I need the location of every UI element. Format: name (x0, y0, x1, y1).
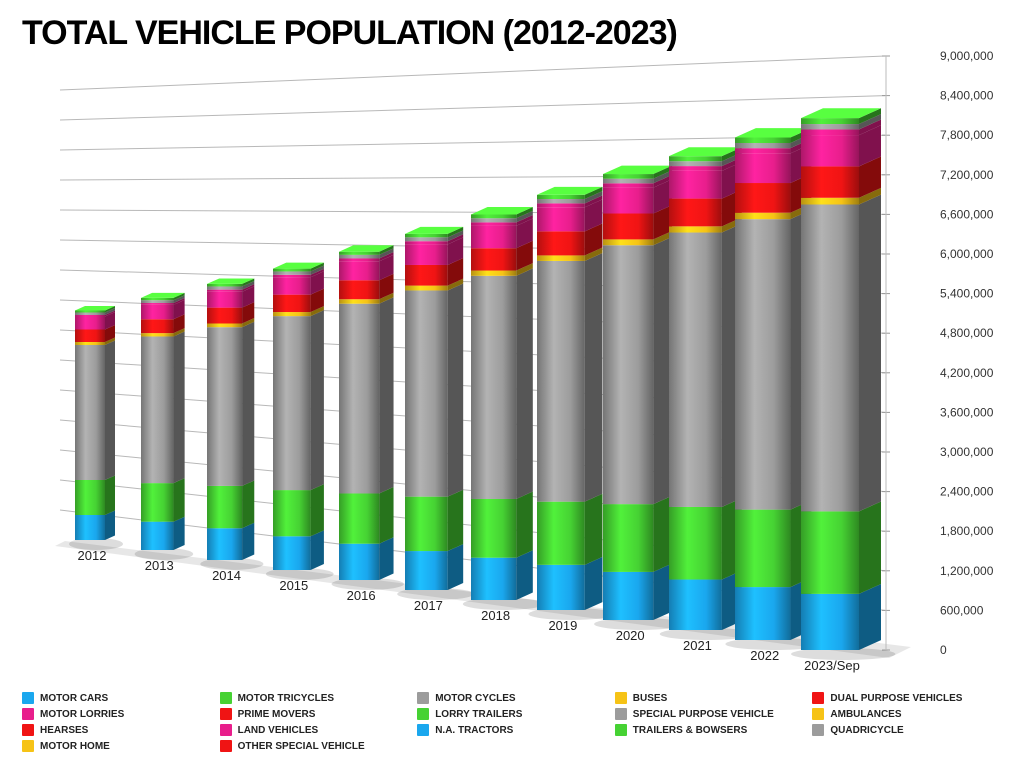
legend-label: HEARSES (40, 725, 88, 736)
legend-swatch (220, 724, 232, 736)
y-tick-label: 7,200,000 (940, 168, 994, 182)
category-label: 2014 (212, 568, 241, 583)
legend-label: BUSES (633, 693, 667, 704)
bar-2018 (463, 207, 544, 610)
chart-svg: 0 600,000 1,200,000 1,800,000 2,400,000 3,000… (0, 0, 1024, 766)
legend-item: BUSES (615, 692, 805, 704)
legend-swatch (417, 724, 429, 736)
legend-item: TRAILERS & BOWSERS (615, 724, 805, 736)
legend-swatch (812, 724, 824, 736)
legend-label: SPECIAL PURPOSE VEHICLE (633, 709, 774, 720)
legend-label: DUAL PURPOSE VEHICLES (830, 693, 962, 704)
legend-swatch (615, 692, 627, 704)
y-tick-label: 1,800,000 (940, 524, 994, 538)
legend-swatch (220, 740, 232, 752)
legend-item: MOTOR CARS (22, 692, 212, 704)
legend-swatch (22, 708, 34, 720)
legend-swatch (812, 692, 824, 704)
legend-label: PRIME MOVERS (238, 709, 316, 720)
y-tick-label: 0 (940, 643, 947, 657)
bar-2014 (200, 278, 263, 570)
y-tick-label: 4,800,000 (940, 326, 994, 340)
legend-label: MOTOR CARS (40, 693, 108, 704)
y-tick-label: 2,400,000 (940, 485, 994, 499)
category-label: 2015 (279, 578, 308, 593)
bar-2023/Sep (791, 108, 895, 660)
legend-item: PRIME MOVERS (220, 708, 410, 720)
legend-label: MOTOR TRICYCLES (238, 693, 334, 704)
legend-swatch (22, 724, 34, 736)
bar-2013 (135, 293, 194, 560)
legend-swatch (417, 692, 429, 704)
legend-swatch (220, 692, 232, 704)
legend: MOTOR CARS MOTOR TRICYCLES MOTOR CYCLES BUS… (22, 692, 1002, 752)
legend-swatch (22, 740, 34, 752)
y-tick-label: 3,600,000 (940, 405, 994, 419)
category-label: 2020 (616, 628, 645, 643)
bar-2012 (69, 306, 123, 550)
bar-2015 (266, 263, 334, 580)
legend-item: MOTOR TRICYCLES (220, 692, 410, 704)
y-tick-label: 600,000 (940, 603, 984, 617)
category-label: 2018 (481, 608, 510, 623)
legend-item: MOTOR HOME (22, 740, 212, 752)
y-tick-label: 4,200,000 (940, 366, 994, 380)
legend-swatch (812, 708, 824, 720)
legend-item: LORRY TRAILERS (417, 708, 607, 720)
bar-2016 (332, 245, 404, 590)
legend-label: N.A. TRACTORS (435, 725, 513, 736)
legend-item: QUADRICYCLE (812, 724, 1002, 736)
y-tick-label: 3,000,000 (940, 445, 994, 459)
legend-label: QUADRICYCLE (830, 725, 903, 736)
legend-item: LAND VEHICLES (220, 724, 410, 736)
category-label: 2022 (750, 648, 779, 663)
legend-item: MOTOR CYCLES (417, 692, 607, 704)
y-tick-label: 6,000,000 (940, 247, 994, 261)
category-label: 2013 (145, 558, 174, 573)
y-tick-label: 7,800,000 (940, 128, 994, 142)
legend-label: LAND VEHICLES (238, 725, 319, 736)
y-tick-label: 5,400,000 (940, 287, 994, 301)
bar-2019 (528, 187, 614, 620)
legend-label: LORRY TRAILERS (435, 709, 522, 720)
y-tick-label: 8,400,000 (940, 89, 994, 103)
category-label: 2016 (347, 588, 376, 603)
legend-item: OTHER SPECIAL VEHICLE (220, 740, 410, 752)
legend-swatch (220, 708, 232, 720)
legend-item: HEARSES (22, 724, 212, 736)
category-label: 2023/Sep (804, 658, 860, 673)
bar-2017 (397, 227, 474, 600)
legend-label: TRAILERS & BOWSERS (633, 725, 747, 736)
legend-item: MOTOR LORRIES (22, 708, 212, 720)
y-tick-label: 1,200,000 (940, 564, 994, 578)
legend-swatch (615, 724, 627, 736)
y-tick-label: 9,000,000 (940, 49, 994, 63)
legend-label: MOTOR CYCLES (435, 693, 515, 704)
category-label: 2021 (683, 638, 712, 653)
legend-swatch (22, 692, 34, 704)
legend-swatch (417, 708, 429, 720)
legend-label: MOTOR HOME (40, 741, 110, 752)
category-label: 2012 (78, 548, 107, 563)
legend-label: MOTOR LORRIES (40, 709, 124, 720)
category-label: 2017 (414, 598, 443, 613)
legend-item: AMBULANCES (812, 708, 1002, 720)
legend-item: DUAL PURPOSE VEHICLES (812, 692, 1002, 704)
legend-swatch (615, 708, 627, 720)
legend-label: OTHER SPECIAL VEHICLE (238, 741, 365, 752)
legend-item: SPECIAL PURPOSE VEHICLE (615, 708, 805, 720)
legend-label: AMBULANCES (830, 709, 901, 720)
y-tick-label: 6,600,000 (940, 207, 994, 221)
category-label: 2019 (548, 618, 577, 633)
legend-item: N.A. TRACTORS (417, 724, 607, 736)
